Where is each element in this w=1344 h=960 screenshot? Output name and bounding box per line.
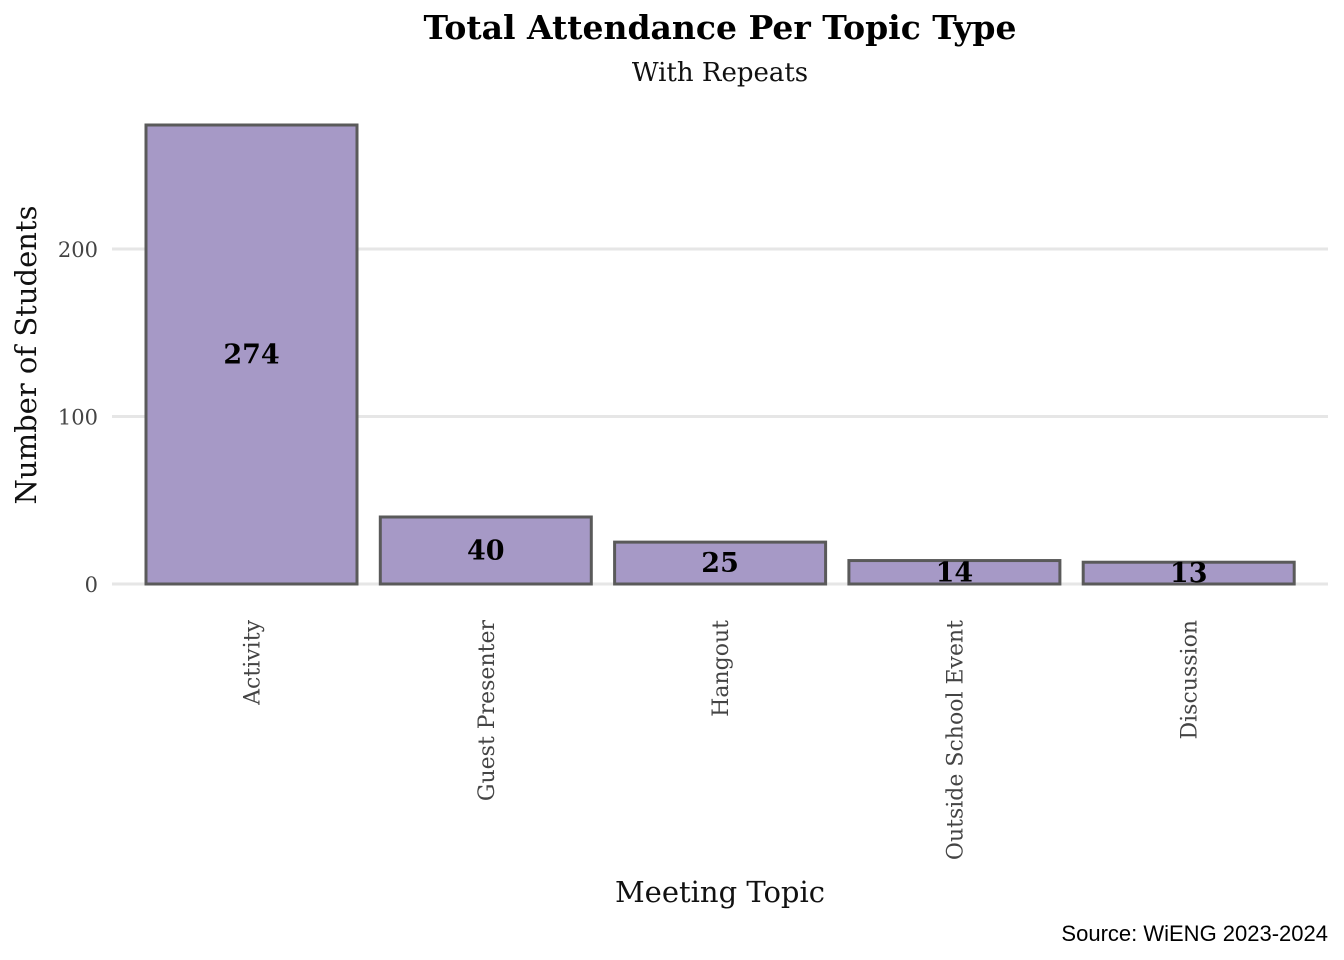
x-tick-label: Hangout — [709, 620, 734, 717]
bar-outside-school-event — [847, 559, 1062, 586]
y-axis-title: Number of Students — [9, 206, 43, 505]
x-axis-categories: Activity Guest Presenter Hangout Outside Sc… — [241, 619, 1203, 860]
data-label: 274 — [223, 340, 279, 371]
bar-discussion — [1081, 560, 1296, 586]
chart-subtitle: With Repeats — [632, 58, 808, 88]
data-label: 13 — [1170, 558, 1208, 589]
source-caption: Source: WiENG 2023-2024 — [1061, 921, 1328, 946]
x-tick-label: Guest Presenter — [475, 620, 500, 802]
y-tick-label: 200 — [58, 238, 98, 262]
data-label: 40 — [467, 535, 505, 566]
data-labels: 274 40 25 14 13 — [223, 340, 1207, 590]
bar-guest-presenter — [378, 515, 593, 586]
chart-title: Total Attendance Per Topic Type — [424, 8, 1017, 47]
y-tick-label: 0 — [85, 573, 98, 597]
x-tick-label: Activity — [241, 619, 266, 705]
bar-hangout — [613, 540, 828, 586]
bar-activity — [144, 123, 359, 586]
data-label: 25 — [701, 548, 739, 579]
bars — [144, 123, 1296, 586]
x-tick-label: Outside School Event — [943, 620, 968, 860]
x-axis-title: Meeting Topic — [615, 875, 825, 909]
y-tick-label: 100 — [58, 405, 98, 429]
x-tick-label: Discussion — [1178, 620, 1203, 740]
y-axis-ticks: 0 100 200 — [58, 238, 98, 597]
data-label: 14 — [936, 557, 974, 588]
